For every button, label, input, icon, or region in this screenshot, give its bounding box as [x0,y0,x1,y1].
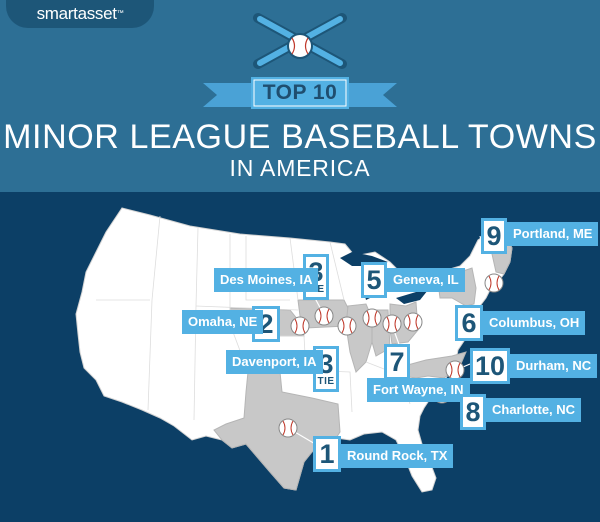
rank-number: 9 [486,221,502,251]
badge-ribbon [203,77,397,109]
rank-number: 1 [319,439,335,469]
crossed-bats-icon [253,13,347,69]
rank-badge-7: 7 [384,344,410,380]
baseball-icon [278,418,298,438]
smartasset-logo: smartasset™ [6,0,154,28]
city-label-durham: Durham, NC [510,354,598,378]
city-label-charlotte: Charlotte, NC [486,398,582,422]
badge-label: TOP 10 [262,81,338,104]
rank-badge-6: 6 [455,305,483,341]
rank-badge-9: 9 [481,218,507,254]
baseball-icon [484,273,504,293]
logo-trademark: ™ [116,10,124,17]
city-label-des-moines: Des Moines, IA [214,268,319,292]
rank-number: 6 [461,308,477,338]
rank-number: 8 [465,397,481,427]
baseball-icon [445,360,465,380]
rank-badge-5: 5 [361,262,387,298]
rank-number: 10 [474,351,506,381]
rank-number: 5 [366,265,382,295]
baseball-icon [362,308,382,328]
rank-badge-1: 1 [313,436,341,472]
baseball-icon [287,33,313,59]
rank-number: 7 [389,347,405,377]
city-label-columbus: Columbus, OH [483,311,586,335]
page-subtitle: IN AMERICA [229,155,371,181]
baseball-icon [290,316,310,336]
page-title: MINOR LEAGUE BASEBALL TOWNS [3,118,597,156]
state-texas [213,371,341,491]
rank-badge-8: 8 [460,394,486,430]
logo-text: smartasset [36,4,117,23]
city-label-geneva: Geneva, IL [387,268,465,292]
baseball-icon [403,312,423,332]
header-band: smartasset™ TOP 10 MINOR LEAGUE BASEBALL… [0,0,600,192]
city-label-fort-wayne: Fort Wayne, IN [367,378,470,402]
city-label-portland: Portland, ME [507,222,599,246]
baseball-icon [314,306,334,326]
baseball-icon [337,316,357,336]
city-label-round-rock: Round Rock, TX [341,444,454,468]
city-label-omaha: Omaha, NE [182,310,264,334]
rank-badge-10: 10 [470,348,510,384]
baseball-icon [382,314,402,334]
tie-label: TIE [317,376,335,387]
city-label-davenport: Davenport, IA [226,350,323,374]
